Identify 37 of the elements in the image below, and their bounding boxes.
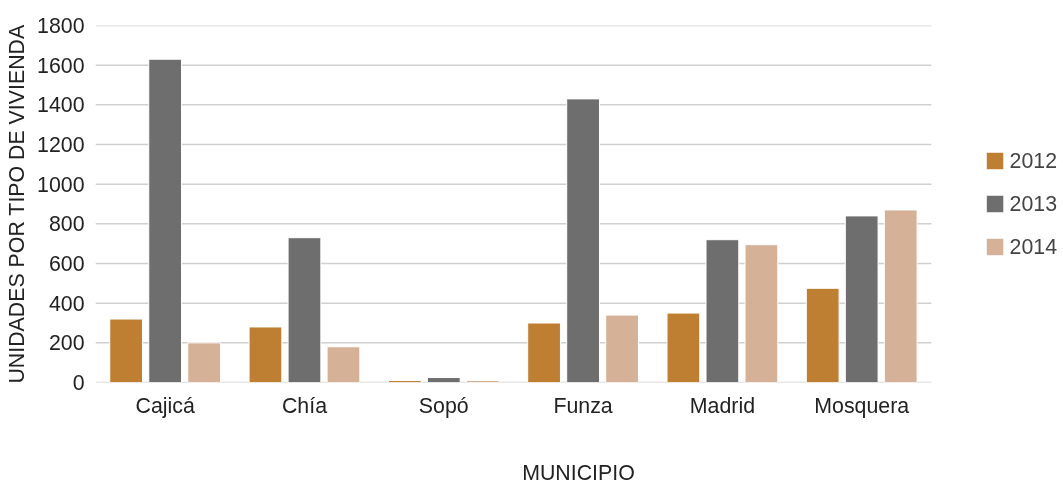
bar [148, 58, 183, 383]
y-tick-label: 1000 [37, 172, 85, 197]
x-tick-label: Funza [553, 393, 613, 418]
x-tick-label: Sopó [418, 393, 469, 418]
x-tick-label: Cajicá [135, 393, 195, 418]
y-tick-label: 200 [48, 331, 85, 356]
bar [326, 346, 361, 383]
y-tick-label: 1400 [37, 93, 85, 118]
x-tick-label: Madrid [689, 393, 756, 418]
legend-label: 2014 [1009, 234, 1057, 259]
bar [805, 287, 840, 383]
bar [287, 237, 322, 383]
y-tick-label: 600 [48, 252, 85, 276]
bar [248, 326, 283, 383]
y-tick-label: 1200 [37, 133, 85, 157]
bar [666, 312, 701, 383]
bar [744, 244, 779, 383]
x-tick-label: Mosquera [814, 393, 910, 418]
bar [527, 322, 561, 383]
x-axis-title: MUNICIPIO [522, 460, 635, 485]
bar [426, 377, 461, 383]
bar [566, 98, 600, 383]
y-tick-label: 1800 [37, 14, 85, 38]
x-tick-label: Chía [281, 393, 328, 418]
bar [187, 342, 222, 383]
bar [109, 318, 144, 383]
bar [705, 239, 740, 383]
y-tick-label: 1600 [37, 53, 85, 78]
legend-label: 2013 [1009, 191, 1057, 216]
y-tick-label: 800 [48, 212, 85, 237]
y-tick-label: 400 [48, 291, 85, 316]
bar [605, 314, 639, 383]
bar [844, 215, 879, 383]
y-tick-label: 0 [72, 371, 85, 395]
y-axis-title: UNIDADES POR TIPO DE VIVIENDA [5, 24, 30, 384]
bar [883, 209, 918, 383]
legend-label: 2012 [1009, 148, 1057, 173]
